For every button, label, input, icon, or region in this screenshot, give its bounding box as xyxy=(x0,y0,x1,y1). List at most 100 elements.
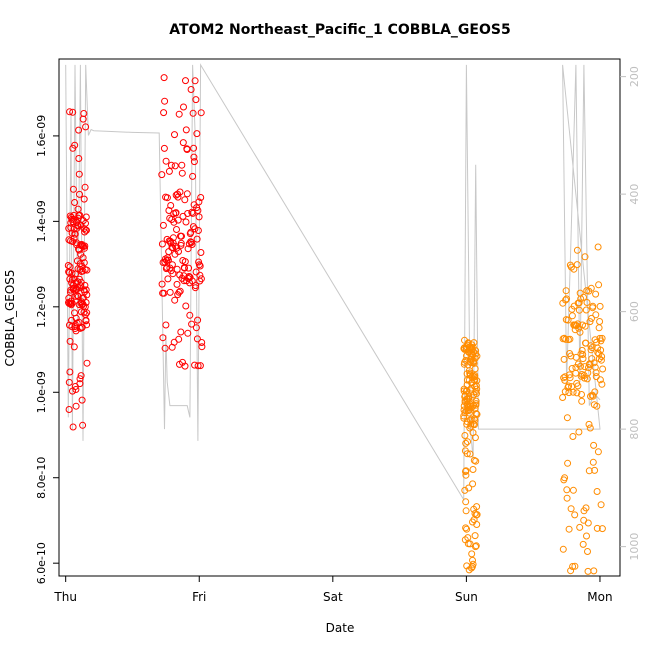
data-point-0-1-4 xyxy=(159,334,167,342)
data-point-1-1-42 xyxy=(569,388,577,396)
data-point-1-1-105 xyxy=(585,420,593,428)
data-point-0-1-51 xyxy=(171,296,179,304)
data-point-0-0-85 xyxy=(74,293,82,300)
data-point-0-1-106 xyxy=(185,264,193,272)
data-point-0-1-93 xyxy=(181,258,189,266)
data-point-1-0-110 xyxy=(469,466,477,473)
data-point-1-0-24 xyxy=(462,439,470,447)
data-point-0-1-155 xyxy=(197,249,205,256)
data-point-0-1-132 xyxy=(191,77,199,85)
data-point-0-0-11 xyxy=(66,108,74,116)
data-point-0-0-151 xyxy=(82,299,90,306)
data-point-1-1-125 xyxy=(590,359,598,367)
data-point-1-1-130 xyxy=(591,363,599,371)
data-point-0-0-159 xyxy=(83,359,91,367)
data-point-1-1-61 xyxy=(574,382,582,390)
data-point-0-1-78 xyxy=(178,232,185,240)
data-point-0-1-75 xyxy=(177,328,185,336)
data-point-1-0-34 xyxy=(463,525,471,533)
data-point-1-1-136 xyxy=(593,402,601,410)
data-point-1-1-17 xyxy=(563,486,571,494)
data-point-1-1-146 xyxy=(595,355,603,363)
data-point-0-1-6 xyxy=(159,221,167,229)
data-point-0-1-46 xyxy=(169,234,177,242)
data-point-1-1-83 xyxy=(580,293,587,301)
data-point-0-1-148 xyxy=(195,213,203,221)
axes: Thu Fri Sat Sun Mon 6.0e-10 8.0e-10 1.0e-09 1.2e… xyxy=(35,58,641,604)
data-point-1-1-26 xyxy=(565,525,573,533)
data-point-1-1-100 xyxy=(584,369,592,377)
data-point-1-1-102 xyxy=(584,519,592,527)
data-point-0-1-91 xyxy=(181,196,189,204)
data-point-0-1-104 xyxy=(184,245,192,253)
data-point-1-1-66 xyxy=(575,299,583,307)
data-point-1-1-70 xyxy=(576,289,584,297)
data-point-1-1-39 xyxy=(568,312,576,320)
data-point-1-0-121 xyxy=(470,339,478,347)
data-point-1-1-18 xyxy=(563,494,571,502)
data-point-1-1-68 xyxy=(576,523,584,531)
data-point-1-1-60 xyxy=(574,320,582,328)
data-point-1-1-30 xyxy=(566,374,574,382)
y2-tick-label-400: 400 xyxy=(628,184,641,205)
data-point-0-1-140 xyxy=(193,235,201,243)
data-point-1-1-138 xyxy=(593,524,601,532)
data-point-1-1-101 xyxy=(584,567,592,575)
data-point-0-0-142 xyxy=(81,183,89,191)
data-point-0-0-66 xyxy=(72,402,80,410)
data-point-0-1-58 xyxy=(173,226,180,233)
y2-tick-label-600: 600 xyxy=(628,301,641,322)
data-point-1-0-128 xyxy=(471,421,478,429)
data-point-0-1-85 xyxy=(179,139,187,147)
data-point-0-1-97 xyxy=(182,126,190,134)
data-point-1-0-43 xyxy=(463,450,471,458)
data-point-1-1-58 xyxy=(573,261,581,269)
data-point-1-1-75 xyxy=(578,391,585,398)
data-point-1-0-137 xyxy=(471,365,479,373)
data-point-1-1-10 xyxy=(561,373,569,381)
data-point-0-1-67 xyxy=(175,335,183,343)
data-point-0-0-43 xyxy=(69,185,77,193)
data-point-1-0-152 xyxy=(473,390,480,397)
data-point-0-1-137 xyxy=(192,324,200,332)
data-point-1-0-59 xyxy=(465,484,473,492)
data-point-1-1-157 xyxy=(598,334,606,342)
data-point-1-1-147 xyxy=(596,318,604,325)
data-point-0-1-111 xyxy=(186,311,194,319)
data-point-0-0-6 xyxy=(65,406,73,413)
data-point-0-0-8 xyxy=(65,378,73,386)
data-point-0-0-138 xyxy=(81,228,89,236)
data-point-1-1-131 xyxy=(592,290,600,298)
data-point-0-1-134 xyxy=(192,282,200,290)
y-tick-label-1: 8.0e-10 xyxy=(35,457,48,499)
data-point-0-1-10 xyxy=(160,144,168,152)
data-point-0-1-53 xyxy=(171,162,179,170)
y2-tick-label-800: 800 xyxy=(628,419,641,440)
data-point-1-0-136 xyxy=(471,404,479,412)
data-point-0-0-98 xyxy=(76,380,84,388)
data-point-0-1-0 xyxy=(158,171,166,179)
data-point-1-1-114 xyxy=(587,284,595,292)
data-point-0-0-2 xyxy=(65,268,73,276)
data-point-0-1-42 xyxy=(168,261,176,269)
data-point-1-1-13 xyxy=(562,335,570,343)
data-point-1-1-89 xyxy=(581,253,589,261)
data-point-1-1-6 xyxy=(560,355,568,363)
data-point-1-1-90 xyxy=(581,322,589,330)
data-point-1-1-32 xyxy=(567,567,575,575)
data-point-1-0-23 xyxy=(462,498,470,506)
data-point-1-1-97 xyxy=(583,299,591,306)
data-point-0-1-81 xyxy=(178,169,186,177)
data-point-0-1-127 xyxy=(190,153,198,161)
data-point-0-0-93 xyxy=(75,170,83,178)
data-point-0-0-103 xyxy=(77,282,84,290)
data-point-1-1-120 xyxy=(589,302,597,310)
data-point-1-1-27 xyxy=(565,371,573,379)
data-point-0-0-121 xyxy=(79,421,87,429)
y2-tick-label-200: 200 xyxy=(628,66,641,87)
data-point-0-1-123 xyxy=(189,209,197,217)
data-point-1-0-158 xyxy=(473,410,481,418)
data-point-1-0-156 xyxy=(473,377,481,385)
data-point-0-1-143 xyxy=(194,207,202,214)
data-point-0-1-50 xyxy=(171,131,178,139)
